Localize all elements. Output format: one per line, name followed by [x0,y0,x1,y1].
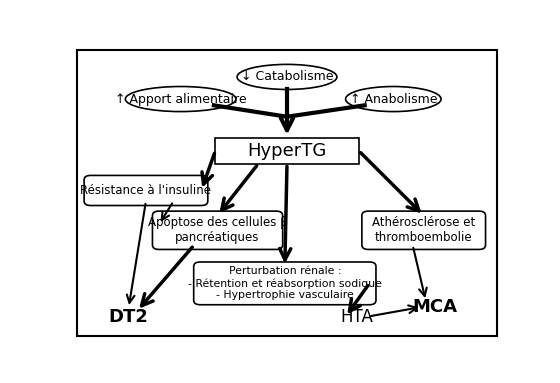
Text: Apoptose des cellules β
pancréatiques: Apoptose des cellules β pancréatiques [148,216,287,244]
FancyBboxPatch shape [194,262,376,305]
Text: Perturbation rénale :
- Rétention et réabsorption sodique
- Hypertrophie vascula: Perturbation rénale : - Rétention et réa… [188,267,382,300]
FancyBboxPatch shape [216,137,358,164]
Ellipse shape [125,87,236,111]
Text: HyperTG: HyperTG [248,142,326,160]
Text: Athérosclérose et
thromboembolie: Athérosclérose et thromboembolie [372,216,475,244]
FancyBboxPatch shape [152,211,283,249]
Ellipse shape [346,87,441,111]
Text: Résistance à l'insuline: Résistance à l'insuline [81,184,212,197]
FancyBboxPatch shape [84,175,208,206]
Text: ↑ Apport alimentaire: ↑ Apport alimentaire [115,93,246,106]
Text: HTA: HTA [340,308,373,326]
Text: ↑ Anabolisme: ↑ Anabolisme [349,93,437,106]
Text: ↓ Catabolisme: ↓ Catabolisme [241,70,333,83]
FancyBboxPatch shape [362,211,486,249]
Ellipse shape [237,64,337,90]
Text: MCA: MCA [412,298,457,316]
Text: DT2: DT2 [109,308,148,326]
